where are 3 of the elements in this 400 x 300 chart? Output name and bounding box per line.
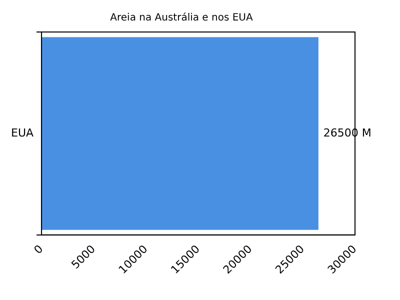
chart-title: Areia na Austrália e nos EUA <box>110 12 253 24</box>
y-tick-label: EUA <box>10 126 34 140</box>
x-tick-label: 0 <box>32 242 46 257</box>
